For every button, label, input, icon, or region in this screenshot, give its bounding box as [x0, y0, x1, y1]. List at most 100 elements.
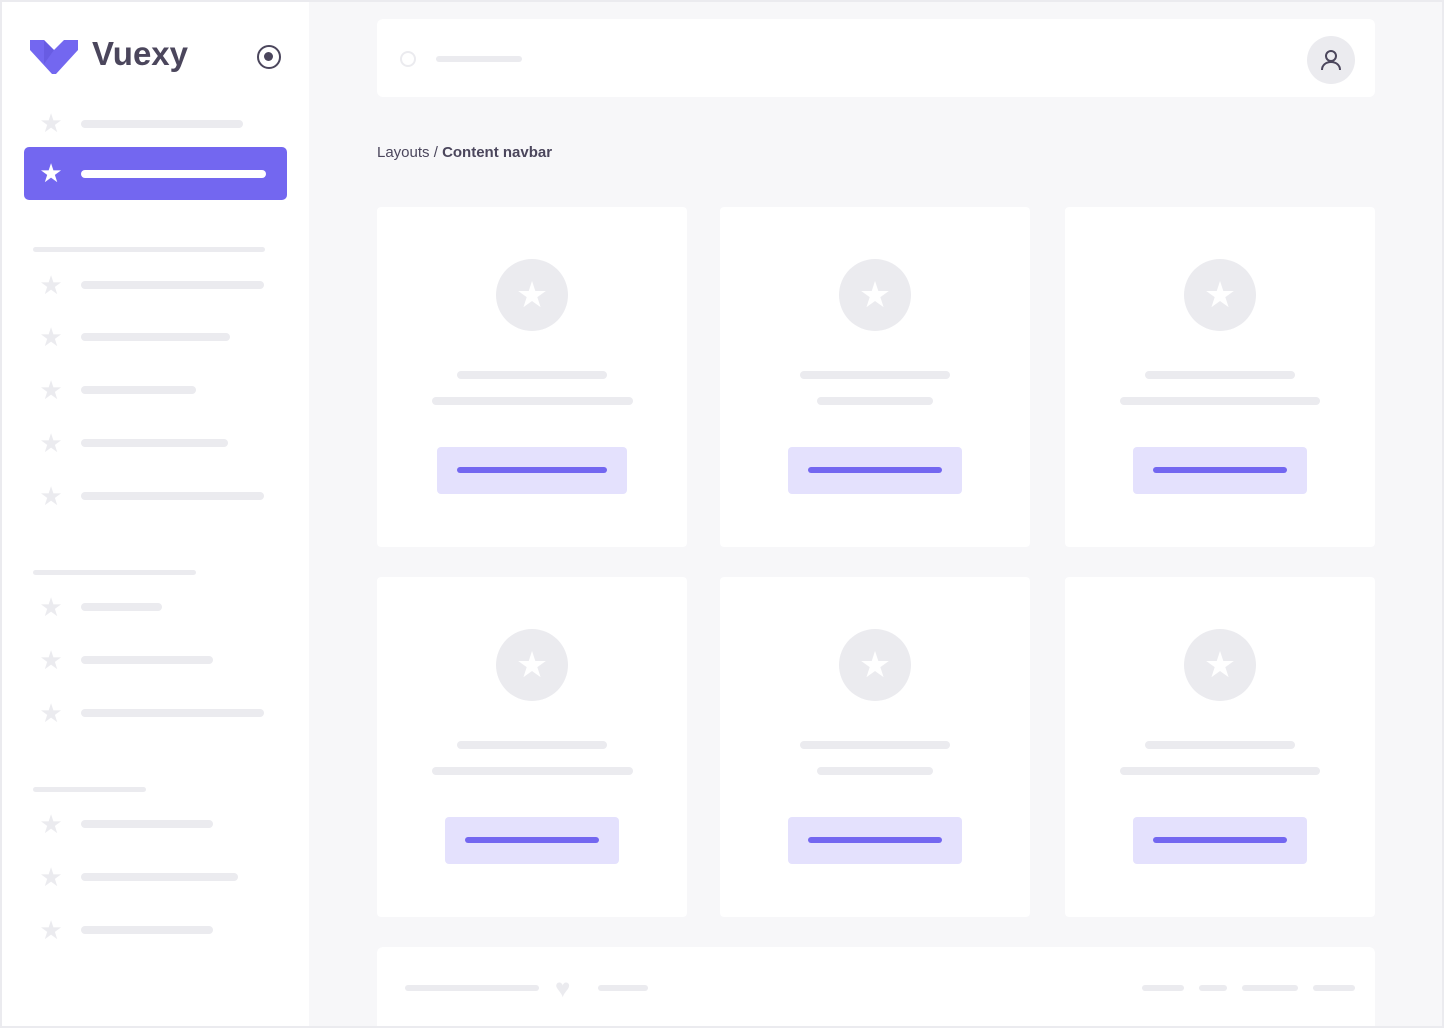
text-placeholder: [1120, 767, 1320, 775]
star-icon: ★: [39, 915, 63, 945]
star-icon: ★: [496, 629, 568, 701]
button-label-placeholder: [1153, 837, 1287, 843]
card: ★: [720, 577, 1030, 917]
label-placeholder: [81, 709, 264, 717]
star-icon: ★: [39, 322, 63, 352]
text-placeholder: [432, 767, 633, 775]
sidebar-item[interactable]: ★: [2, 915, 309, 945]
star-icon: ★: [39, 809, 63, 839]
avatar[interactable]: [1307, 36, 1355, 84]
footer-link[interactable]: [1313, 985, 1355, 991]
title-placeholder: [457, 741, 607, 749]
breadcrumb-separator: /: [429, 144, 443, 161]
breadcrumb-parent[interactable]: Layouts: [377, 144, 430, 161]
button-label-placeholder: [1153, 467, 1287, 473]
footer-text-placeholder: [598, 985, 648, 991]
footer-link[interactable]: [1242, 985, 1298, 991]
vuexy-logo-icon: [30, 40, 78, 74]
brand-name: Vuexy: [92, 35, 189, 72]
section-divider: [33, 787, 146, 792]
sidebar-item[interactable]: ★: [2, 592, 309, 622]
search-icon[interactable]: [400, 51, 416, 67]
sidebar-item[interactable]: ★: [2, 108, 309, 138]
button-label-placeholder: [457, 467, 607, 473]
section-divider: [33, 570, 196, 575]
sidebar-item[interactable]: ★: [2, 645, 309, 675]
label-placeholder: [81, 386, 196, 394]
title-placeholder: [1145, 371, 1295, 379]
star-icon: ★: [839, 629, 911, 701]
star-icon: ★: [39, 698, 63, 728]
star-icon: ★: [496, 259, 568, 331]
card: ★: [1065, 577, 1375, 917]
text-placeholder: [432, 397, 633, 405]
radio-circle-icon[interactable]: [257, 45, 281, 69]
card-button[interactable]: [445, 817, 619, 864]
label-placeholder: [81, 333, 230, 341]
label-placeholder: [81, 603, 162, 611]
sidebar-item[interactable]: ★: [2, 862, 309, 892]
text-placeholder: [1120, 397, 1320, 405]
sidebar-item[interactable]: ★: [2, 481, 309, 511]
sidebar: Vuexy ★ ★ ★ ★ ★ ★ ★ ★ ★ ★ ★ ★ ★: [2, 2, 309, 1026]
card-button[interactable]: [788, 817, 962, 864]
label-placeholder: [81, 820, 213, 828]
heart-icon: ♥: [555, 973, 571, 1003]
label-placeholder: [81, 170, 266, 178]
label-placeholder: [81, 926, 213, 934]
breadcrumb-current: Content navbar: [442, 144, 553, 161]
star-icon: ★: [39, 428, 63, 458]
top-navbar: [377, 19, 1375, 97]
footer-link[interactable]: [1199, 985, 1227, 991]
label-placeholder: [81, 439, 228, 447]
sidebar-item[interactable]: ★: [2, 809, 309, 839]
star-icon: ★: [39, 375, 63, 405]
label-placeholder: [81, 120, 243, 128]
sidebar-item[interactable]: ★: [2, 698, 309, 728]
button-label-placeholder: [808, 837, 942, 843]
star-icon: ★: [1184, 259, 1256, 331]
card-button[interactable]: [1133, 447, 1307, 494]
text-placeholder: [817, 397, 933, 405]
sidebar-item[interactable]: ★: [2, 322, 309, 352]
button-label-placeholder: [465, 837, 599, 843]
label-placeholder: [81, 873, 238, 881]
sidebar-item[interactable]: ★: [2, 270, 309, 300]
title-placeholder: [1145, 741, 1295, 749]
card-button[interactable]: [1133, 817, 1307, 864]
star-icon: ★: [839, 259, 911, 331]
star-icon: ★: [39, 862, 63, 892]
star-icon: ★: [39, 592, 63, 622]
text-placeholder: [817, 767, 933, 775]
sidebar-item[interactable]: ★: [2, 375, 309, 405]
star-icon: ★: [39, 481, 63, 511]
button-label-placeholder: [808, 467, 942, 473]
logo[interactable]: [30, 40, 78, 74]
breadcrumb: Layouts / Content navbar: [377, 144, 552, 161]
user-icon: [1321, 50, 1341, 71]
card-button[interactable]: [437, 447, 627, 494]
card: ★: [1065, 207, 1375, 547]
footer-text-placeholder: [405, 985, 539, 991]
star-icon: ★: [39, 108, 63, 138]
card: ★: [377, 207, 687, 547]
star-icon: ★: [39, 158, 63, 188]
search-placeholder[interactable]: [436, 56, 522, 62]
section-divider: [33, 247, 265, 252]
title-placeholder: [800, 741, 950, 749]
star-icon: ★: [1184, 629, 1256, 701]
label-placeholder: [81, 492, 264, 500]
sidebar-item[interactable]: ★: [2, 428, 309, 458]
label-placeholder: [81, 656, 213, 664]
card-button[interactable]: [788, 447, 962, 494]
footer-link[interactable]: [1142, 985, 1184, 991]
label-placeholder: [81, 281, 264, 289]
star-icon: ★: [39, 645, 63, 675]
sidebar-item-active[interactable]: ★: [24, 147, 287, 200]
star-icon: ★: [39, 270, 63, 300]
title-placeholder: [457, 371, 607, 379]
card: ★: [377, 577, 687, 917]
title-placeholder: [800, 371, 950, 379]
footer: ♥: [377, 947, 1375, 1026]
